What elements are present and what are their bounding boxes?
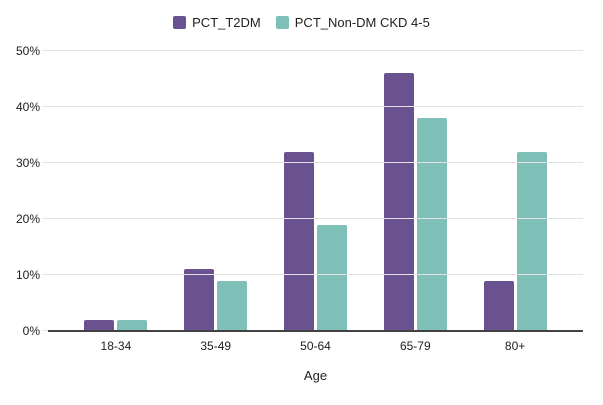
chart-legend: PCT_T2DM PCT_Non-DM CKD 4-5 [0, 15, 603, 30]
legend-swatch-pct-non-dm-ckd-4-5 [275, 16, 289, 29]
bar-PCT_Non-DM CKD 4-5-18-34 [117, 319, 148, 331]
gridline [48, 106, 583, 107]
bar-PCT_Non-DM CKD 4-5-35-49 [217, 280, 248, 331]
bar-PCT_T2DM-18-34 [84, 319, 115, 331]
x-tick-label-80+: 80+ [504, 339, 526, 353]
bar-PCT_Non-DM CKD 4-5-65-79 [416, 118, 447, 331]
y-axis: 0% 10% 20% 30% 40% 50% [0, 45, 40, 337]
y-tick-label: 40% [15, 100, 40, 114]
gridline [48, 218, 583, 219]
legend-swatch-pct-t2dm [173, 16, 187, 29]
y-tick [42, 274, 48, 275]
bar-groups [66, 51, 565, 331]
legend-label-pct-t2dm: PCT_T2DM [192, 15, 261, 30]
bar-group-50-64 [266, 51, 366, 331]
y-tick [42, 50, 48, 51]
y-tick [42, 330, 48, 331]
y-tick-label: 0% [22, 324, 40, 338]
bar-group-80+ [465, 51, 565, 331]
legend-item-pct-non-dm-ckd-4-5: PCT_Non-DM CKD 4-5 [275, 15, 430, 30]
plot-area [42, 50, 583, 332]
y-tick [42, 162, 48, 163]
y-tick-label: 50% [15, 44, 40, 58]
y-tick [42, 218, 48, 219]
x-tick-label-35-49: 35-49 [200, 339, 232, 353]
x-tick-label-65-79: 65-79 [399, 339, 431, 353]
y-tick-label: 30% [15, 156, 40, 170]
bar-PCT_T2DM-35-49 [184, 269, 215, 331]
x-tick-label-50-64: 50-64 [300, 339, 331, 353]
gridline [48, 50, 583, 51]
bar-PCT_Non-DM CKD 4-5-80+ [516, 151, 547, 331]
bar-group-65-79 [365, 51, 465, 331]
x-tick-label-18-34: 18-34 [100, 339, 132, 353]
bar-PCT_T2DM-50-64 [283, 151, 314, 331]
legend-item-pct-t2dm: PCT_T2DM [173, 15, 261, 30]
y-tick-label: 20% [15, 212, 40, 226]
bar-PCT_Non-DM CKD 4-5-50-64 [316, 224, 347, 331]
gridline [48, 274, 583, 275]
x-axis-line [48, 330, 583, 332]
legend-label-pct-non-dm-ckd-4-5: PCT_Non-DM CKD 4-5 [294, 15, 430, 30]
x-axis-labels: 18-34 35-49 50-64 65-79 80+ [66, 339, 565, 353]
bar-PCT_T2DM-65-79 [383, 73, 414, 331]
x-axis-title: Age [303, 368, 328, 383]
y-tick-label: 10% [15, 268, 40, 282]
y-tick [42, 106, 48, 107]
bar-group-18-34 [66, 51, 166, 331]
gridline [48, 162, 583, 163]
bar-PCT_T2DM-80+ [483, 280, 514, 331]
bar-group-35-49 [166, 51, 266, 331]
